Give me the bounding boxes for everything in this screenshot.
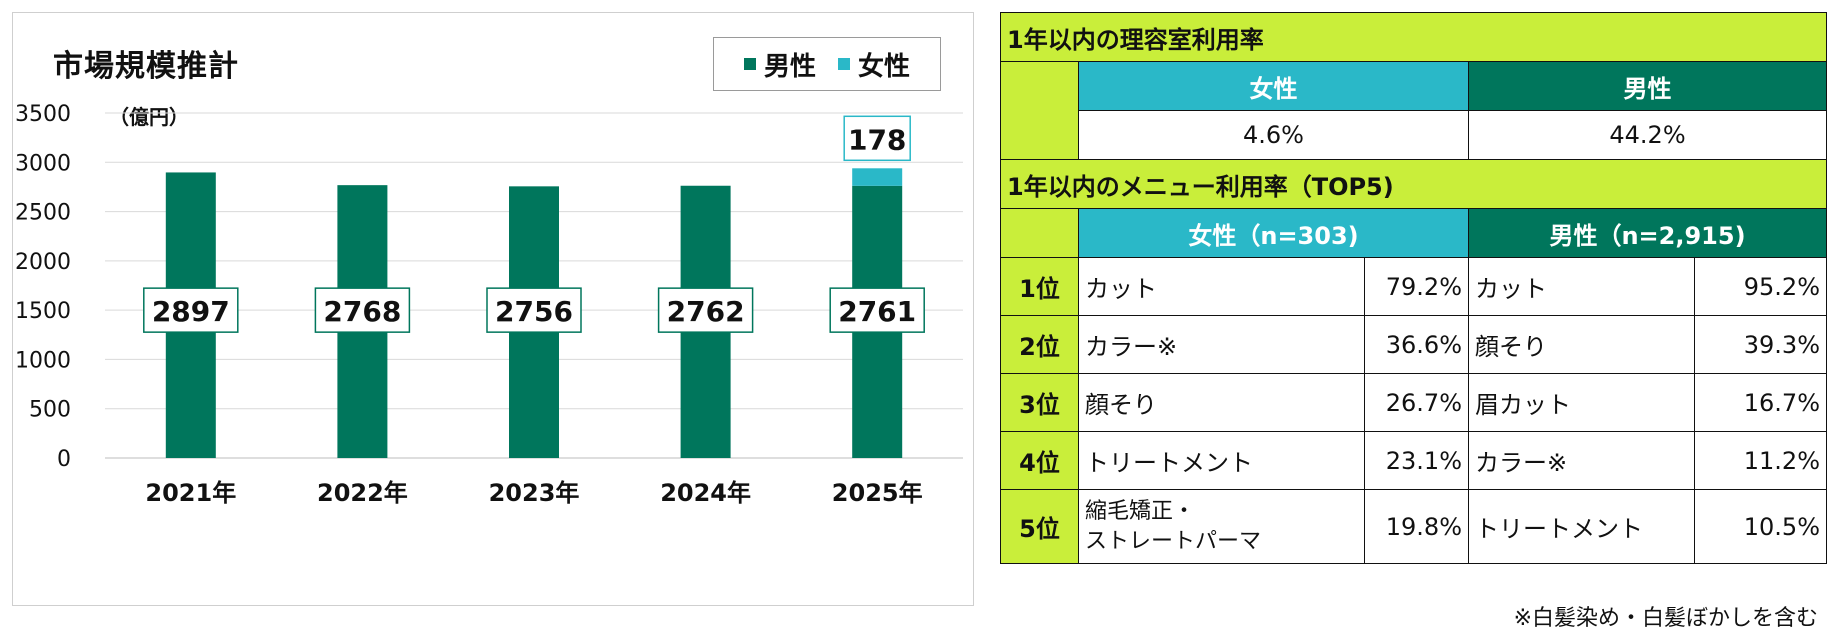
female-value: 23.1% [1364,431,1469,490]
chart-panel: 市場規模推計 男性 女性 （億円） 0 500 1000 1500 2000 2500 30… [12,12,974,606]
female-item: カット [1078,257,1365,316]
table-row: 2位 カラー※ 36.6% 顔そり 39.3% [1000,315,1828,374]
y-tick-label: 1500 [15,299,71,324]
rank-cell: 5位 [1000,489,1079,564]
header-male: 男性 [1467,61,1828,111]
male-value: 16.7% [1693,373,1828,432]
x-tick-label: 2024年 [660,479,751,507]
male-value: 10.5% [1693,489,1828,564]
female-value: 79.2% [1364,257,1469,316]
legend-swatch-female [838,58,850,70]
female-value: 26.7% [1364,373,1469,432]
table-row: 3位 顔そり 26.7% 眉カット 16.7% [1000,373,1828,432]
data-label-box-male [314,287,411,333]
male-item: カット [1468,257,1695,316]
male-value: 11.2% [1693,431,1828,490]
female-item-line2: ストレートパーマ [1085,528,1262,554]
rank-cell: 3位 [1000,373,1079,432]
data-label-male: 2762 [667,295,745,328]
menu-header-male: 男性（n=2,915) [1467,208,1828,258]
data-label-male: 2897 [152,295,230,328]
y-tick-label: 0 [57,447,71,472]
female-item: 顔そり [1078,373,1365,432]
x-tick-label: 2025年 [832,479,923,507]
x-tick-label: 2023年 [489,479,580,507]
male-item: 眉カット [1468,373,1695,432]
y-tick-label: 3500 [15,102,71,127]
y-tick-label: 2000 [15,250,71,275]
table-row: 1位 カット 79.2% カット 95.2% [1000,257,1828,316]
y-tick-label: 2500 [15,201,71,226]
bar-female [852,168,903,186]
female-item: トリートメント [1078,431,1365,490]
legend-label-male: 男性 [763,51,816,82]
x-tick-label: 2021年 [145,479,236,507]
data-label-male: 2756 [495,295,573,328]
female-item-line1: 縮毛矯正・ [1085,498,1196,524]
data-label-box-male [829,287,925,333]
usage-value-male: 44.2% [1467,110,1828,160]
data-label-male: 2761 [838,295,916,328]
male-value: 39.3% [1693,315,1828,374]
legend-swatch-male [743,58,756,70]
usage-value-female: 4.6% [1078,110,1469,160]
legend-item-female: 女性 [838,46,910,83]
rank-cell: 2位 [1000,315,1079,374]
footnote: ※白髪染め・白髪ぼかしを含む [1513,606,1818,631]
data-label-box-female [843,115,911,162]
data-label-box-male [486,287,582,333]
chart-legend: 男性 女性 [713,37,941,91]
female-value: 19.8% [1364,489,1469,564]
data-label-female: 178 [848,123,906,156]
usage-table: 1年以内の理容室利用率 女性 男性 4.6% 44.2% 1年以内のメニュー利用… [999,12,1828,564]
legend-label-female: 女性 [858,51,911,82]
data-label-box-male [657,287,754,333]
data-label-male: 2768 [323,295,401,328]
x-tick-label: 2022年 [317,479,408,507]
male-item: カラー※ [1468,431,1695,490]
table-row: 4位 トリートメント 23.1% カラー※ 11.2% [1000,431,1828,490]
header-female: 女性 [1078,61,1469,111]
y-axis-unit: （億円） [109,105,189,129]
y-tick-label: 500 [29,398,71,423]
y-tick-label: 1000 [15,348,71,373]
table-row: 5位 縮毛矯正・ ストレートパーマ 19.8% トリートメント 10.5% [1000,489,1828,564]
section-spacer [1000,61,1079,160]
section-title-usage: 1年以内の理容室利用率 [999,12,1828,62]
y-tick-label: 3000 [15,151,71,176]
rank-cell: 4位 [1000,431,1079,490]
section-title-menu: 1年以内のメニュー利用率（TOP5) [999,159,1828,209]
data-label-box-male [143,287,239,333]
male-item: トリートメント [1468,489,1695,564]
menu-header-female: 女性（n=303) [1078,208,1469,258]
female-value: 36.6% [1364,315,1469,374]
male-value: 95.2% [1693,257,1828,316]
male-item: 顔そり [1468,315,1695,374]
bar-chart-plot: 0 500 1000 1500 2000 2500 3000 3500 2021年 2897 202… [15,102,963,507]
chart-title: 市場規模推計 [53,49,239,84]
female-item: カラー※ [1078,315,1365,374]
female-item: 縮毛矯正・ ストレートパーマ [1078,489,1365,564]
legend-item-male: 男性 [743,46,816,83]
section-spacer [1000,208,1079,258]
rank-cell: 1位 [1000,257,1079,316]
